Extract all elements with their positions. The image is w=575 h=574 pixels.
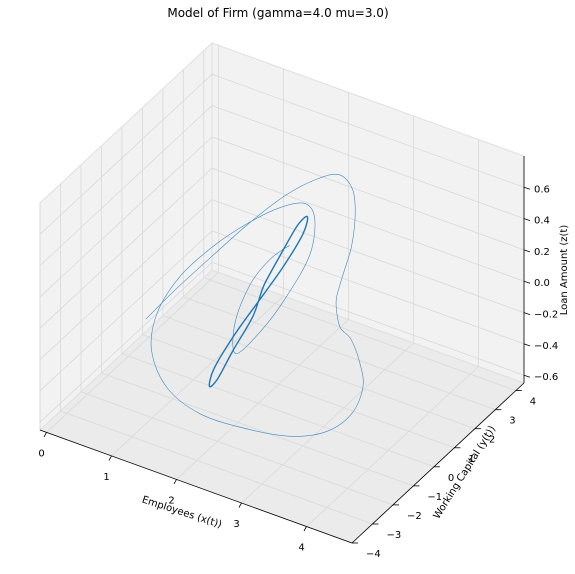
z-gridline-back [211, 230, 525, 345]
z-gridline-back [211, 199, 525, 313]
z-gridline-back [211, 73, 525, 188]
z-tick-label: 0.4 [534, 216, 550, 227]
y-gridline-floor [203, 277, 516, 391]
x-tick-label: 2 [168, 495, 174, 506]
z-tick-label: 0.6 [534, 184, 550, 195]
series-group [145, 173, 364, 437]
axis-lines [39, 156, 531, 544]
z-tick-label: 0.0 [534, 278, 550, 289]
axes-panes [39, 41, 525, 544]
z-gridline-back [211, 136, 525, 251]
y-tick-label: −1 [427, 492, 442, 503]
y-tick-label: −3 [387, 530, 402, 541]
y-tick-label: 2 [489, 435, 495, 446]
z-gridline-left [39, 105, 213, 266]
y-gridline-floor [121, 353, 435, 468]
x-axis-label: Employees (x(t)) [140, 495, 223, 531]
x-tick-label: 1 [103, 472, 109, 483]
y-tick-label: 1 [468, 454, 474, 465]
z-tick [523, 280, 531, 284]
chart-title: Model of Firm (gamma=4.0 mu=3.0) [167, 6, 388, 20]
z-gridline-back [211, 105, 525, 219]
z-tick [523, 343, 531, 347]
tick-labels: 0 1 2 3 4 −4 −3 −2 −1 0 1 2 3 4 −0.6 −0.4 −0.2 0.0 0.2 0.4 0… [38, 184, 558, 560]
x-tick [43, 432, 47, 438]
y-gridline-floor [183, 296, 496, 411]
x-tick-label: 3 [233, 519, 239, 530]
z-tick [523, 186, 531, 190]
z-tick [523, 312, 531, 315]
trajectory-transient [145, 173, 364, 437]
x-axis-line [39, 429, 353, 544]
y-tick-label: 4 [530, 397, 536, 408]
z-gridline-left [39, 261, 213, 423]
z-tick-label: −0.2 [534, 310, 558, 321]
y-tick-label: 3 [509, 416, 515, 427]
y-gridline-floor [60, 410, 373, 525]
y-tick-label: 0 [448, 473, 454, 484]
z-tick-label: −0.6 [534, 372, 558, 383]
z-tick-label: 0.2 [534, 247, 550, 258]
x-tick-label: 4 [298, 543, 304, 554]
x-tick-label: 0 [38, 448, 44, 459]
z-tick-label: −0.4 [534, 341, 558, 352]
y-gridline-floor [80, 391, 394, 506]
z-gridline-left [39, 230, 213, 392]
z-gridline-left [39, 199, 213, 360]
x-tick [238, 502, 242, 508]
z-gridline-left [39, 136, 213, 298]
z-tick [523, 374, 531, 378]
y-gridline-floor [142, 334, 455, 449]
z-axis-label: Loan Amount (z(t) [559, 225, 570, 316]
z-tick [523, 218, 531, 221]
z-tick [523, 249, 531, 253]
z-gridline-back [211, 261, 525, 376]
y-tick-label: −4 [366, 549, 381, 560]
y-tick-label: −2 [407, 511, 422, 522]
x-tick [108, 455, 112, 461]
y-gridline-floor [101, 372, 414, 487]
x-tick [173, 479, 177, 485]
x-tick [303, 526, 307, 532]
y-gridline-floor [162, 315, 476, 430]
z-gridline-back [211, 167, 525, 282]
z-gridline-left [39, 74, 213, 235]
z-gridline-left [39, 167, 213, 329]
trajectory-attractor [208, 215, 309, 388]
